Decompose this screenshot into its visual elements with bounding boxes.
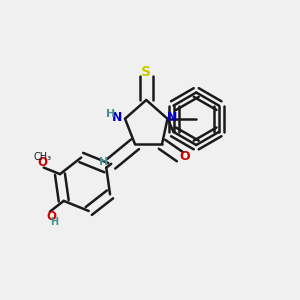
Text: O: O <box>179 150 190 163</box>
Text: O: O <box>46 210 56 223</box>
Text: N: N <box>112 111 122 124</box>
Text: H: H <box>99 157 108 167</box>
Text: N: N <box>167 111 177 124</box>
Text: H: H <box>106 109 115 119</box>
Text: S: S <box>141 65 151 80</box>
Text: CH₃: CH₃ <box>33 152 52 162</box>
Text: H: H <box>50 217 59 226</box>
Text: O: O <box>38 156 47 169</box>
